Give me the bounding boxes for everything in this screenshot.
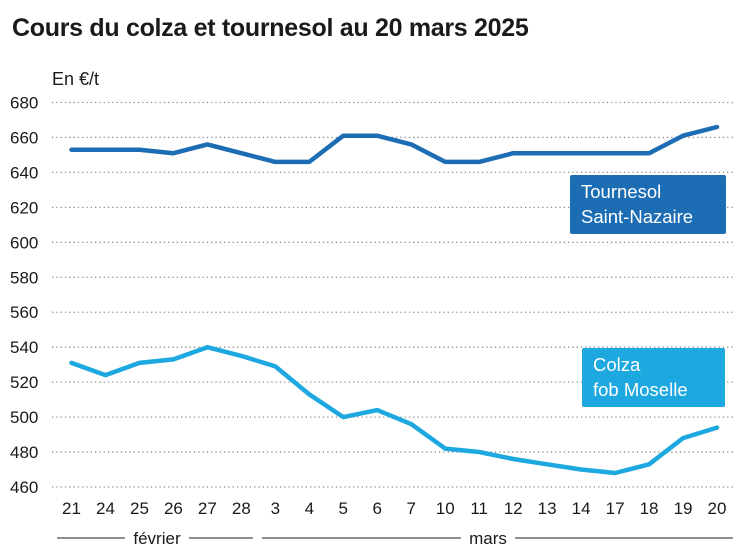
y-tick-label: 680 (10, 94, 38, 113)
y-tick-label: 600 (10, 233, 38, 252)
x-tick-label: 27 (198, 499, 217, 518)
x-tick-label: 13 (538, 499, 557, 518)
chart-title: Cours du colza et tournesol au 20 mars 2… (12, 14, 529, 42)
y-tick-label: 580 (10, 268, 38, 287)
series-label-text: fob Moselle (593, 379, 688, 400)
series-label-text: Tournesol (581, 181, 661, 202)
y-tick-label: 480 (10, 443, 38, 462)
y-tick-label: 520 (10, 373, 38, 392)
series-label-background (582, 348, 725, 407)
month-label: mars (469, 529, 507, 548)
x-axis-month-groups: février mars (57, 529, 733, 548)
series-label-text: Saint-Nazaire (581, 206, 693, 227)
y-tick-label: 620 (10, 198, 38, 217)
series-label-box: Colza fob Moselle (582, 348, 725, 407)
y-tick-label: 460 (10, 478, 38, 497)
y-tick-label: 500 (10, 408, 38, 427)
series-line-tournesol (69, 124, 720, 165)
x-tick-label: 25 (130, 499, 149, 518)
x-tick-label: 12 (504, 499, 523, 518)
x-tick-label: 21 (62, 499, 81, 518)
x-tick-label: 18 (640, 499, 659, 518)
x-tick-label: 28 (232, 499, 251, 518)
y-axis-tick-labels: 680 660 640 620 600 580 560 540 520 500 480 460 (10, 94, 38, 498)
x-tick-label: 7 (407, 499, 416, 518)
month-label: février (133, 529, 181, 548)
x-tick-label: 3 (271, 499, 280, 518)
series-label-box: Tournesol Saint-Nazaire (570, 175, 726, 234)
series-label-text: Colza (593, 354, 641, 375)
x-tick-label: 24 (96, 499, 115, 518)
x-tick-label: 14 (572, 499, 591, 518)
y-tick-label: 660 (10, 128, 38, 147)
y-tick-label: 540 (10, 338, 38, 357)
y-axis-unit-label: En €/t (52, 69, 99, 89)
x-tick-label: 6 (373, 499, 382, 518)
x-tick-label: 4 (305, 499, 314, 518)
x-tick-label: 26 (164, 499, 183, 518)
gridlines (52, 101, 735, 488)
x-tick-label: 20 (708, 499, 727, 518)
x-tick-label: 11 (470, 499, 488, 518)
series-lines (69, 124, 720, 476)
x-axis-tick-labels: 21 24 25 26 27 28 3 4 5 6 7 10 11 12 13 14 17 18 19 20 (62, 499, 726, 518)
series-label-background (570, 175, 726, 234)
series-labels: Tournesol Saint-Nazaire Colza fob Moselle (570, 175, 726, 407)
x-tick-label: 17 (606, 499, 625, 518)
y-tick-label: 560 (10, 303, 38, 322)
series-line-colza (69, 344, 720, 476)
x-tick-label: 5 (339, 499, 348, 518)
y-tick-label: 640 (10, 163, 38, 182)
x-tick-label: 19 (674, 499, 693, 518)
x-tick-label: 10 (436, 499, 455, 518)
